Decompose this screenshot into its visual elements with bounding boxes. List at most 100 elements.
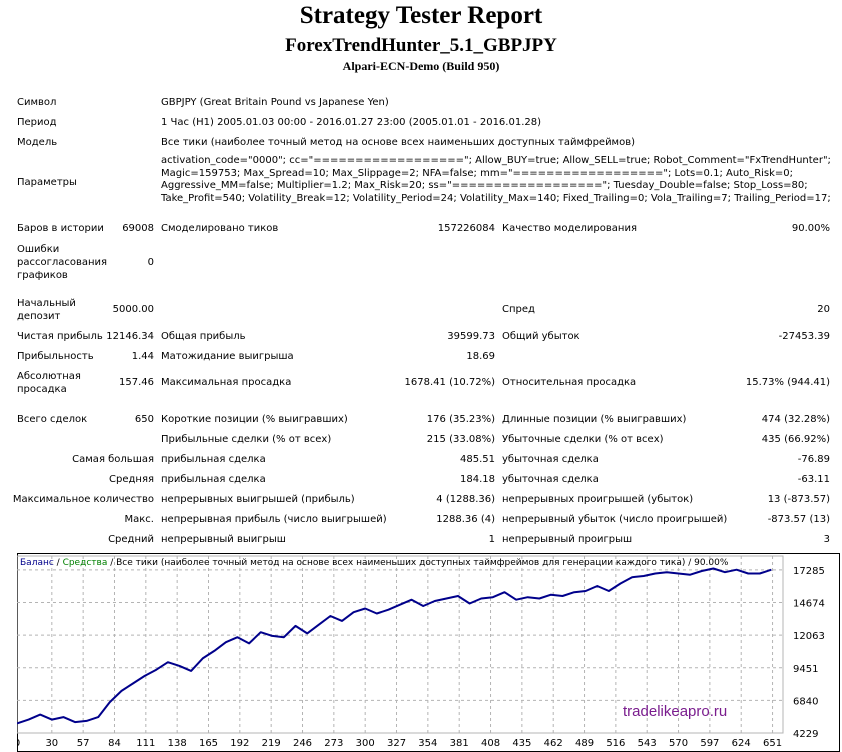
quality-label: Качество моделирования: [502, 223, 637, 234]
symbol-value: GBPJPY (Great Britain Pound vs Japanese …: [161, 97, 389, 108]
average-label: Средняя: [109, 474, 154, 485]
errors-value: 0: [147, 257, 154, 268]
gross-loss-label: Общий убыток: [502, 331, 580, 342]
x-tick-label: 408: [481, 738, 500, 749]
abs-drawdown-label-2: просадка: [17, 384, 67, 395]
y-tick-label: 14674: [793, 599, 825, 610]
x-tick-label: 57: [77, 738, 90, 749]
x-tick-label: 489: [575, 738, 594, 749]
y-tick-label: 12063: [793, 631, 825, 642]
chart-frame: [17, 553, 840, 752]
x-tick-label: 30: [45, 738, 58, 749]
profit-trades-label: Прибыльные сделки (% от всех): [161, 434, 332, 445]
x-tick-label: 624: [732, 738, 751, 749]
cons-losses-value: 13 (-873.57): [767, 494, 830, 505]
watermark: tradelikeapro.ru: [623, 703, 728, 720]
y-tick-label: 6840: [793, 696, 818, 707]
x-tick-label: 570: [669, 738, 688, 749]
expected-payoff-label: Матожидание выигрыша: [161, 351, 294, 362]
legend-balance: Баланс: [20, 558, 54, 568]
average-loss-label: убыточная сделка: [502, 474, 599, 485]
chart-legend: Баланс / Средства / Все тики (наиболее т…: [20, 558, 729, 568]
spread-label: Спред: [502, 304, 535, 315]
x-tick-label: 219: [262, 738, 281, 749]
symbol-label: Символ: [17, 97, 57, 108]
x-tick-label: 300: [356, 738, 375, 749]
x-tick-label: 273: [324, 738, 343, 749]
y-tick-label: 17285: [793, 566, 825, 577]
net-profit-value: 12146.34: [106, 331, 154, 342]
cons-wins-value: 4 (1288.36): [436, 494, 495, 505]
max-drawdown-value: 1678.41 (10.72%): [404, 377, 495, 388]
deposit-value: 5000.00: [112, 304, 154, 315]
errors-label-3: графиков: [17, 270, 68, 281]
errors-label-1: Ошибки: [17, 244, 60, 255]
profit-factor-label: Прибыльность: [17, 351, 94, 362]
largest-profit-value: 485.51: [460, 454, 495, 465]
largest-label: Самая большая: [72, 454, 154, 465]
errors-label-2: рассогласования: [17, 257, 108, 268]
deposit-label-1: Начальный: [17, 298, 76, 309]
x-tick-label: 84: [108, 738, 121, 749]
ticks-value: 157226084: [437, 223, 495, 234]
cons-profit-label: непрерывная прибыль (число выигрышей): [161, 514, 387, 525]
max-label: Макс.: [124, 514, 154, 525]
average-profit-value: 184.18: [460, 474, 495, 485]
params-value: activation_code="0000"; cc="============…: [161, 155, 831, 204]
bars-label: Баров в истории: [17, 223, 104, 234]
x-tick-label: 138: [168, 738, 187, 749]
balance-chart: 4229 6840 9451 12063 14674 17285 0 30 57 84 111 138…: [17, 553, 840, 752]
short-positions-label: Короткие позиции (% выигравших): [161, 414, 348, 425]
avg-wins-value: 1: [488, 534, 495, 545]
average-loss-value: -63.11: [797, 474, 830, 485]
x-tick-label: 462: [544, 738, 563, 749]
x-tick-label: 516: [606, 738, 625, 749]
report-title: Strategy Tester Report: [299, 2, 543, 29]
cons-loss-value: -873.57 (13): [767, 514, 830, 525]
model-label: Модель: [17, 137, 58, 148]
long-positions-value: 474 (32.28%): [761, 414, 830, 425]
cons-profit-value: 1288.36 (4): [436, 514, 495, 525]
abs-drawdown-label-1: Абсолютная: [17, 371, 81, 382]
avg-losses-label: непрерывный проигрыш: [502, 534, 633, 545]
x-tick-label: 165: [199, 738, 218, 749]
short-positions-value: 176 (35.23%): [426, 414, 495, 425]
profit-trades-value: 215 (33.08%): [426, 434, 495, 445]
legend-equity: Средства: [63, 558, 108, 568]
largest-loss-label: убыточная сделка: [502, 454, 599, 465]
net-profit-label: Чистая прибыль: [17, 331, 103, 342]
avg-losses-value: 3: [823, 534, 830, 545]
legend-description: / Все тики (наиболее точный метод на осн…: [107, 558, 729, 568]
loss-trades-value: 435 (66.92%): [761, 434, 830, 445]
largest-loss-value: -76.89: [797, 454, 830, 465]
legend-separator: /: [54, 558, 63, 568]
bars-value: 69008: [122, 223, 154, 234]
max-count-label: Максимальное количество: [12, 494, 154, 505]
total-trades-label: Всего сделок: [17, 414, 88, 425]
balance-line: [17, 567, 772, 725]
period-value: 1 Час (H1) 2005.01.03 00:00 - 2016.01.27…: [161, 117, 541, 128]
x-tick-label: 111: [136, 738, 155, 749]
x-tick-label: 435: [512, 738, 531, 749]
total-trades-value: 650: [134, 414, 154, 425]
x-tick-label: 192: [230, 738, 249, 749]
x-tick-label: 597: [700, 738, 719, 749]
profit-factor-value: 1.44: [131, 351, 154, 362]
quality-value: 90.00%: [791, 223, 830, 234]
gross-profit-label: Общая прибыль: [161, 331, 246, 342]
cons-wins-label: непрерывных выигрышей (прибыль): [161, 494, 355, 505]
deposit-label-2: депозит: [17, 311, 61, 322]
params-label: Параметры: [17, 177, 77, 188]
largest-profit-label: прибыльная сделка: [161, 454, 266, 465]
y-tick-label: 9451: [793, 664, 818, 675]
rel-drawdown-label: Относительная просадка: [502, 377, 637, 388]
x-tick-label: 651: [763, 738, 782, 749]
x-tick-label: 381: [450, 738, 469, 749]
model-value: Все тики (наиболее точный метод на основ…: [161, 137, 636, 148]
server-name: Alpari-ECN-Demo (Build 950): [342, 59, 500, 73]
cons-loss-label: непрерывный убыток (число проигрышей): [502, 514, 728, 525]
avg-label: Средний: [108, 534, 154, 545]
period-label: Период: [17, 117, 57, 128]
x-tick-label: 543: [638, 738, 657, 749]
x-tick-label: 246: [293, 738, 312, 749]
